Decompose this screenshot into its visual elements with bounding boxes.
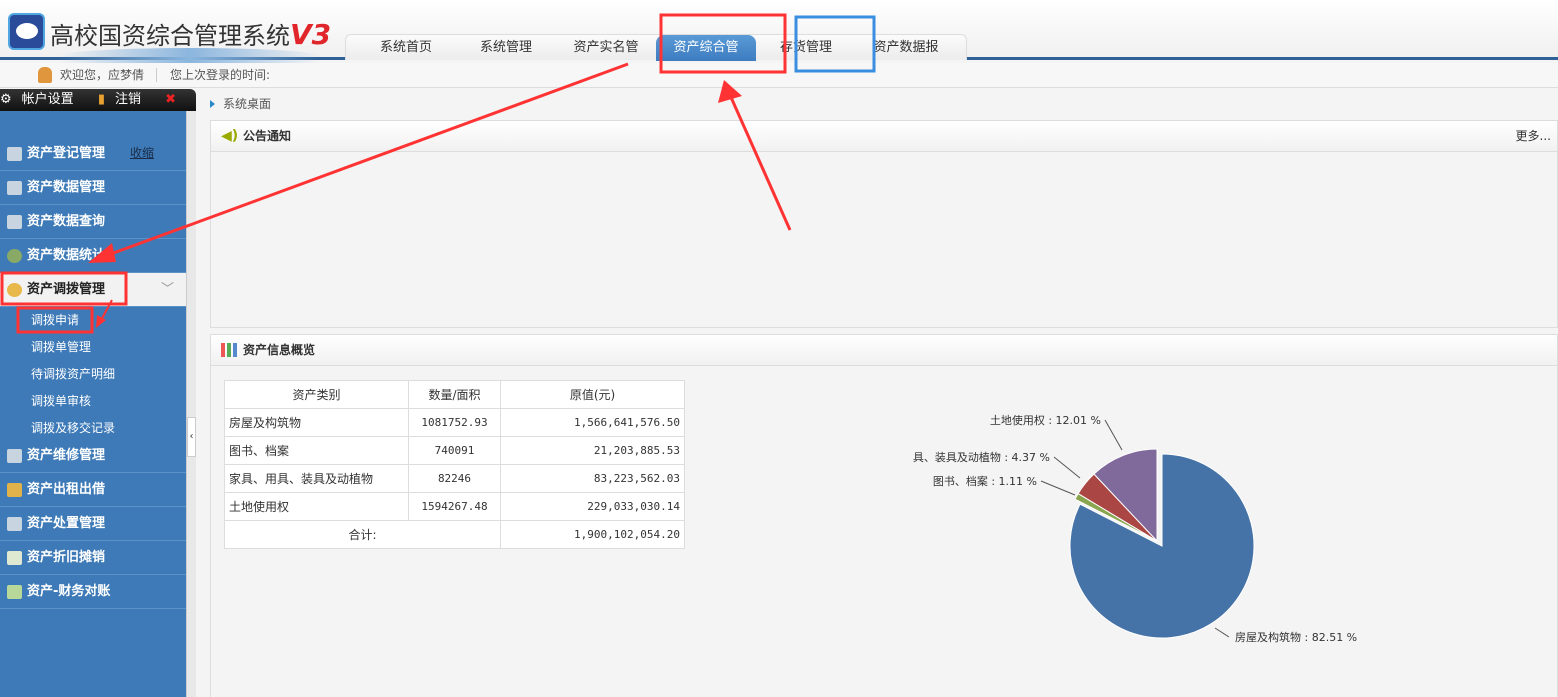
sidebar-item-data-query[interactable]: 资产数据查询 xyxy=(0,205,186,239)
table-cell: 82246 xyxy=(408,464,501,493)
account-bar: ⚙帐户设置 ▮注销 ✖退出 xyxy=(0,89,196,129)
tab-inventory[interactable]: 存货管理 xyxy=(779,40,832,55)
app-title: 高校国资综合管理系统V3 xyxy=(50,18,332,51)
app-header: 高校国资综合管理系统V3 系统首页 系统管理 资产实名管理 资产综合管理 存货管… xyxy=(0,0,1558,80)
table-header-row: 资产类别 数量/面积 原值(元) xyxy=(224,380,685,409)
table-cell: 房屋及构筑物 xyxy=(224,408,409,437)
tab-realname[interactable]: 资产实名管理 xyxy=(573,40,639,80)
register-icon xyxy=(7,147,22,161)
table-cell: 229,033,030.14 xyxy=(500,492,685,521)
overview-panel: 资产信息概览 资产类别 数量/面积 原值(元) 房屋及构筑物 1081752.93… xyxy=(210,334,1558,697)
sidebar-item-lease[interactable]: 资产出租出借 xyxy=(0,473,186,507)
sidebar-item-data-management[interactable]: 资产数据管理 xyxy=(0,171,186,205)
notice-panel: ◀) 公告通知 更多... xyxy=(210,120,1558,328)
table-row: 图书、档案 740091 21,203,885.53 xyxy=(224,436,685,465)
collapse-sidebar-handle[interactable]: ‹ xyxy=(187,417,196,457)
sidebar-item-disposal[interactable]: 资产处置管理 xyxy=(0,507,186,541)
sidebar-item-depreciation[interactable]: 资产折旧摊销 xyxy=(0,541,186,575)
main-tabs: 系统首页 系统管理 资产实名管理 资产综合管理 存货管理 资产数据报送 xyxy=(345,34,967,80)
chevron-down-icon: ﹀ xyxy=(160,282,174,297)
speaker-icon: ◀) xyxy=(221,128,239,144)
decorative-swoosh xyxy=(60,48,320,64)
submenu-transfer-orders[interactable]: 调拨单管理 xyxy=(31,340,92,354)
ledger-icon xyxy=(7,585,22,599)
sidebar-item-reconciliation[interactable]: 资产-财务对账 xyxy=(0,575,186,609)
table-cell: 1,566,641,576.50 xyxy=(500,408,685,437)
users-icon xyxy=(7,283,22,297)
table-cell: 图书、档案 xyxy=(224,436,409,465)
welcome-text: 欢迎您，应梦倩 xyxy=(60,68,145,82)
breadcrumb: 系统桌面 xyxy=(210,95,271,112)
table-total-row: 合计: 1,900,102,054.20 xyxy=(224,520,685,549)
tab-data-report[interactable]: 资产数据报送 xyxy=(873,40,939,80)
door-icon: ▮ xyxy=(97,92,105,107)
tab-system[interactable]: 系统管理 xyxy=(479,40,532,55)
table-cell: 21,203,885.53 xyxy=(500,436,685,465)
trash-icon xyxy=(7,517,22,531)
overview-table: 资产类别 数量/面积 原值(元) 房屋及构筑物 1081752.93 1,566,6… xyxy=(224,380,685,549)
table-row: 土地使用权 1594267.48 229,033,030.14 xyxy=(224,492,685,521)
sidebar-item-transfer[interactable]: 资产调拨管理 ﹀ xyxy=(0,273,186,307)
table-cell: 1594267.48 xyxy=(408,492,501,521)
sidebar-item-register[interactable]: 资产登记管理 收缩 xyxy=(0,137,186,171)
sidebar-splitter[interactable]: ‹ xyxy=(186,111,196,697)
submenu-transfer-records[interactable]: 调拨及移交记录 xyxy=(31,421,116,435)
overview-header: 资产信息概览 xyxy=(211,335,1557,366)
welcome-bar: 欢迎您，应梦倩 您上次登录的时间: xyxy=(0,63,1558,88)
table-cell: 家具、用具、装具及动植物 xyxy=(224,464,409,493)
grid-icon xyxy=(7,551,22,565)
tab-home[interactable]: 系统首页 xyxy=(379,40,432,55)
logo xyxy=(8,13,45,50)
sidebar-item-maintenance[interactable]: 资产维修管理 xyxy=(0,439,186,473)
maintenance-icon xyxy=(7,449,22,463)
table-cell: 1081752.93 xyxy=(408,408,501,437)
close-icon: ✖ xyxy=(165,92,177,107)
bar-chart-icon xyxy=(221,343,237,357)
table-row: 房屋及构筑物 1081752.93 1,566,641,576.50 xyxy=(224,408,685,437)
sidebar-item-data-stats[interactable]: 资产数据统计 xyxy=(0,239,186,273)
logout-button[interactable]: ▮ 注销 xyxy=(97,92,141,107)
tab-asset-integrated[interactable]: 资产综合管理 xyxy=(656,35,756,80)
account-settings-button[interactable]: ⚙ 帐户设置 xyxy=(0,92,74,107)
divider xyxy=(156,68,157,82)
notice-header: ◀) 公告通知 更多... xyxy=(211,121,1557,152)
user-icon xyxy=(38,67,52,83)
submenu-pending-assets[interactable]: 待调拨资产明细 xyxy=(31,367,116,381)
table-row: 家具、用具、装具及动植物 82246 83,223,562.03 xyxy=(224,464,685,493)
table-cell: 83,223,562.03 xyxy=(500,464,685,493)
last-login-text: 您上次登录的时间: xyxy=(170,68,271,82)
database-icon xyxy=(7,181,22,195)
lease-icon xyxy=(7,483,22,497)
table-cell: 740091 xyxy=(408,436,501,465)
search-icon xyxy=(7,215,22,229)
submenu-transfer-review[interactable]: 调拨单审核 xyxy=(31,394,92,408)
sidebar: 资产登记管理 收缩 资产数据管理 资产数据查询 资产数据统计 资产调拨管理 ﹀ 调拨… xyxy=(0,111,186,697)
gear-icon: ⚙ xyxy=(0,92,12,107)
table-cell: 土地使用权 xyxy=(224,492,409,521)
more-link[interactable]: 更多... xyxy=(1515,129,1551,143)
chart-icon xyxy=(7,249,22,263)
collapse-link[interactable]: 收缩 xyxy=(130,146,155,160)
submenu-transfer-apply[interactable]: 调拨申请 xyxy=(31,313,80,327)
